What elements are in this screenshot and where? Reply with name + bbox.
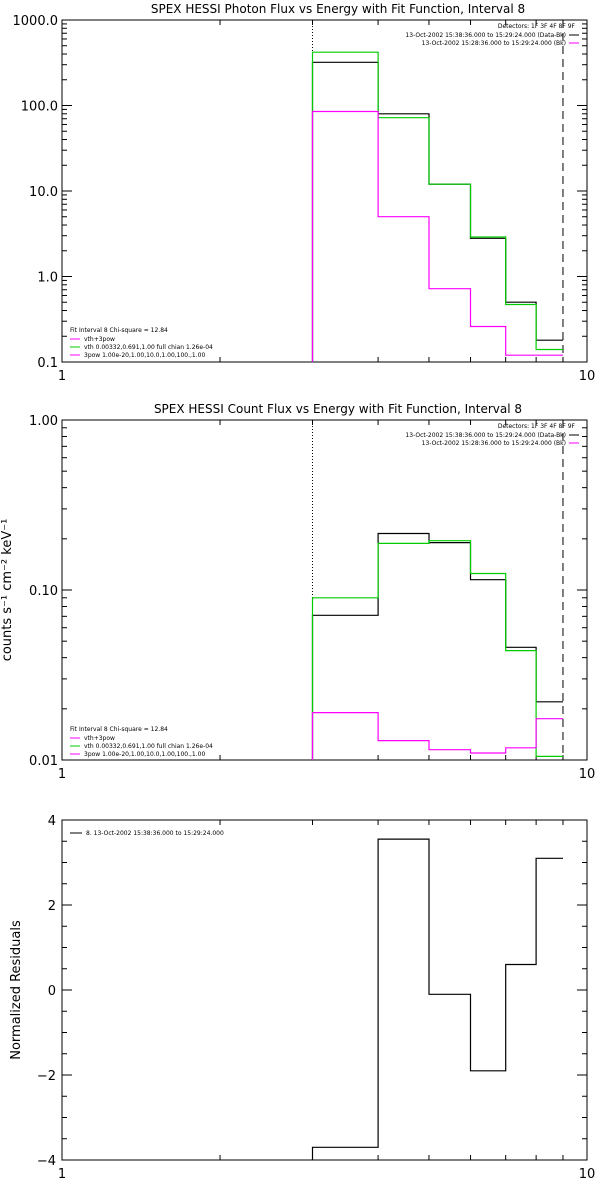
series-magenta-line [311,712,563,760]
legend-header: Fit Interval 8 Chi-square = 12.84 [70,327,168,334]
legend-detectors: Detectors: 1F 3F 4F 8F 9F [498,423,576,430]
y-tick-label: 0.01 [29,754,58,769]
axes: 1 10 0.01 0.10 1.00 [29,414,595,782]
legend-entry: vth 0.00332,0.691,1.00 full chian 1.26e-… [84,344,213,351]
y-axis-label: Normalized Residuals [9,920,24,1060]
axes: 1 10 4 2 0 −2 −4 [37,814,595,1182]
y-tick-label: 1000.0 [13,14,59,29]
x-tick-label: 10 [579,369,596,384]
y-tick-label: −2 [37,1069,56,1084]
x-tick-label: 1 [58,767,66,782]
plot-area [311,420,564,760]
plot-area [311,20,564,362]
y-tick-label: 0.10 [29,584,58,599]
series-black-line [311,838,563,1160]
series-magenta-line [311,110,563,362]
y-tick-label: −4 [37,1154,56,1169]
y-tick-label: 2 [48,899,56,914]
legend-entry: 13-Oct-2002 15:38:36.000 to 15:29:24.000… [405,32,566,39]
x-tick-label: 10 [579,1167,596,1182]
x-tick-label: 1 [58,1167,66,1182]
legend-entry: 8. 13-Oct-2002 15:38:36.000 to 15:29:24.… [86,830,224,837]
y-tick-label: 1.0 [37,271,58,286]
y-axis-label: counts s⁻¹ cm⁻² keV⁻¹ [0,519,15,662]
y-tick-label: 4 [48,814,56,829]
legend-detectors: Detectors: 1F 3F 4F 8F 9F [498,23,576,30]
legend-bottom-left: Fit Interval 8 Chi-square = 12.84 vth+3p… [70,726,213,758]
x-tick-label: 1 [58,369,66,384]
x-tick-label: 10 [579,767,596,782]
legend-entry: 13-Oct-2002 15:28:36.000 to 15:29:24.000… [422,440,566,447]
series-green-line [311,51,563,362]
plot-area [311,838,563,1160]
legend-entry: 13-Oct-2002 15:38:36.000 to 15:29:24.000… [405,432,566,439]
legend-header: Fit Interval 8 Chi-square = 12.84 [70,726,168,733]
y-tick-label: 0 [48,984,56,999]
y-tick-label: 10.0 [29,185,58,200]
y-tick-label: 0.1 [37,356,58,371]
legend-top-left: 8. 13-Oct-2002 15:38:36.000 to 15:29:24.… [70,830,224,837]
chart-title: SPEX HESSI Photon Flux vs Energy with Fi… [151,2,525,16]
legend-entry: vth+3pow [84,735,115,742]
legend-entry: 13-Oct-2002 15:28:36.000 to 15:29:24.000… [422,40,566,47]
axes: 1 10 0.1 1.0 10.0 100.0 1000.0 [13,14,596,384]
panel-photon-flux: SPEX HESSI Photon Flux vs Energy with Fi… [13,2,596,384]
legend-entry: 3pow 1.00e-20,1.00,10.0,1.00,100.,1.00 [84,352,205,359]
legend-bottom-left: Fit Interval 8 Chi-square = 12.84 vth+3p… [70,327,213,359]
legend-top-right: Detectors: 1F 3F 4F 8F 9F 13-Oct-2002 15… [405,423,579,447]
chart-title: SPEX HESSI Count Flux vs Energy with Fit… [154,402,522,416]
series-green-line [311,540,563,760]
panel-residuals: Normalized Residuals 1 10 4 2 0 −2 −4 8. 13-Oc… [9,814,595,1182]
legend-top-right: Detectors: 1F 3F 4F 8F 9F 13-Oct-2002 15… [405,23,579,47]
legend-entry: vth+3pow [84,336,115,343]
legend-entry: vth 0.00332,0.691,1.00 full chian 1.26e-… [84,743,213,750]
panel-count-flux: SPEX HESSI Count Flux vs Energy with Fit… [0,402,595,782]
y-tick-label: 1.00 [29,414,58,429]
y-tick-label: 100.0 [21,100,58,115]
legend-entry: 3pow 1.00e-20,1.00,10.0,1.00,100.,1.00 [84,751,205,758]
